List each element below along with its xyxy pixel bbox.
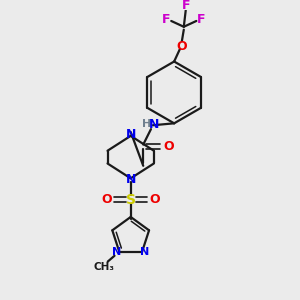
Text: N: N bbox=[140, 247, 150, 257]
Text: O: O bbox=[176, 40, 187, 52]
Text: N: N bbox=[125, 128, 136, 141]
Text: F: F bbox=[162, 13, 171, 26]
Text: O: O bbox=[101, 193, 112, 206]
Text: N: N bbox=[112, 247, 121, 257]
Text: O: O bbox=[149, 193, 160, 206]
Text: H: H bbox=[142, 119, 151, 129]
Text: O: O bbox=[163, 140, 174, 153]
Text: F: F bbox=[197, 13, 206, 26]
Text: S: S bbox=[126, 193, 136, 207]
Text: N: N bbox=[149, 118, 159, 131]
Text: CH₃: CH₃ bbox=[93, 262, 114, 272]
Text: N: N bbox=[125, 173, 136, 186]
Text: F: F bbox=[182, 0, 190, 12]
